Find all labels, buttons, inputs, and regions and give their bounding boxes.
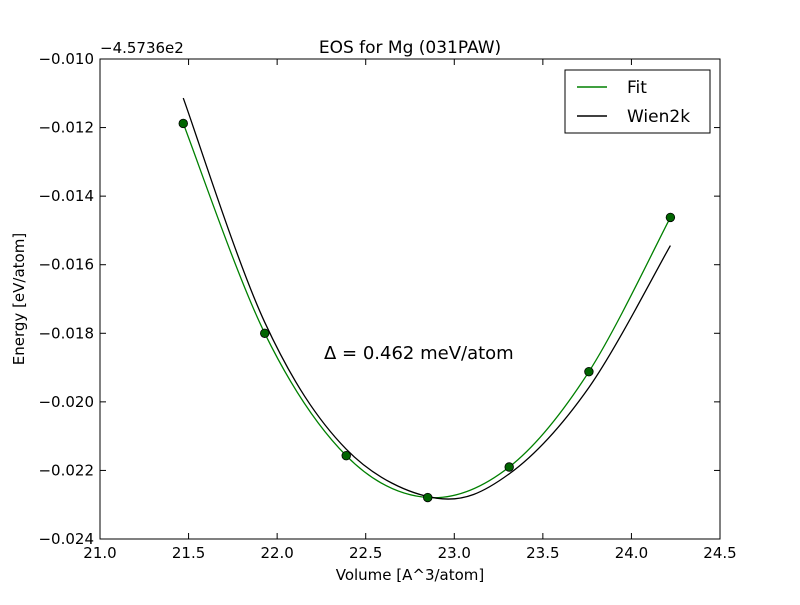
curves [182, 97, 671, 500]
x-axis: 21.0 21.5 22.0 22.5 23.0 23.5 24.0 24.5 [83, 59, 737, 562]
y-offset-text: −4.5736e2 [100, 39, 184, 57]
data-points [178, 118, 676, 503]
x-tick-label: 22.5 [349, 544, 382, 562]
x-tick-label: 24.0 [615, 544, 648, 562]
y-tick-label: −0.022 [38, 461, 94, 479]
y-axis-label: Energy [eV/atom] [10, 233, 28, 365]
data-point [260, 328, 270, 338]
y-tick-label: −0.018 [38, 324, 94, 342]
x-axis-label: Volume [A^3/atom] [336, 566, 485, 584]
data-point [504, 462, 514, 472]
series-line-wien2k [182, 97, 671, 500]
legend-box [564, 69, 711, 134]
legend-wien2k-label: Wien2k [627, 107, 690, 127]
y-tick-label: −0.010 [38, 50, 94, 68]
x-tick-label: 21.0 [83, 544, 116, 562]
y-tick-label: −0.014 [38, 187, 94, 205]
y-tick-label: −0.012 [38, 119, 94, 137]
chart-title: EOS for Mg (031PAW) [319, 38, 501, 58]
y-tick-label: −0.016 [38, 256, 94, 274]
legend: Fit Wien2k [564, 69, 711, 134]
x-tick-label: 24.5 [703, 544, 736, 562]
data-point [341, 450, 351, 461]
x-tick-label: 21.5 [172, 544, 205, 562]
plot-frame [99, 58, 721, 540]
plot-area: 21.0 21.5 22.0 22.5 23.0 23.5 24.0 24.5 −0.010−… [38, 50, 736, 562]
y-tick-label: −0.024 [38, 530, 94, 548]
x-tick-label: 23.5 [526, 544, 559, 562]
series-line-fit [182, 123, 671, 499]
y-tick-label: −0.020 [38, 393, 94, 411]
y-axis: −0.010 −0.012 −0.014 −0.016 −0.018 −0.020 −0.0… [38, 50, 720, 548]
x-tick-label: 23.0 [438, 544, 471, 562]
data-point [423, 492, 433, 503]
data-point [178, 118, 188, 129]
legend-fit-label: Fit [627, 78, 647, 98]
data-point [665, 212, 676, 223]
delta-annotation: Δ = 0.462 meV/atom [324, 343, 514, 364]
x-tick-label: 22.0 [260, 544, 293, 562]
data-point [584, 366, 594, 377]
